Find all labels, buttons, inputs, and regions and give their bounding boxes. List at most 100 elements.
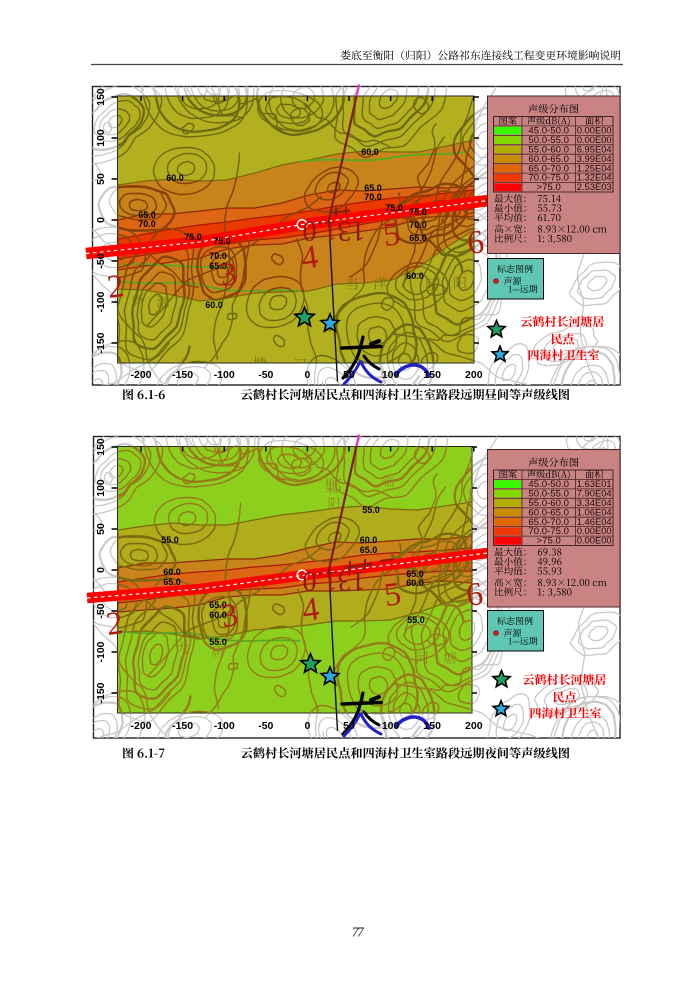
svg-text:65.0: 65.0	[209, 261, 227, 271]
svg-text:-50: -50	[95, 253, 107, 268]
svg-text:65.0: 65.0	[406, 569, 424, 579]
svg-text:55.0: 55.0	[362, 505, 380, 515]
svg-text:2: 2	[104, 605, 125, 643]
svg-text:65.0: 65.0	[209, 600, 227, 610]
svg-text:131.0: 131.0	[303, 565, 366, 596]
svg-text:0: 0	[95, 217, 107, 223]
svg-text:65.0: 65.0	[360, 545, 378, 555]
svg-text:65.0: 65.0	[138, 210, 156, 220]
svg-text:1.06E04: 1.06E04	[577, 506, 612, 517]
svg-text:65.0: 65.0	[409, 233, 427, 243]
svg-text:65.0: 65.0	[364, 183, 382, 193]
svg-text:50.0-55.0: 50.0-55.0	[528, 489, 569, 500]
svg-text:0.00E00: 0.00E00	[577, 134, 612, 145]
svg-text:150: 150	[423, 369, 441, 381]
svg-text:200: 200	[465, 720, 483, 732]
svg-text:1.32E04: 1.32E04	[577, 172, 612, 183]
svg-text:100: 100	[95, 479, 107, 497]
svg-text:-200: -200	[130, 369, 151, 381]
svg-text:>75.0: >75.0	[537, 182, 561, 193]
svg-text:60.0: 60.0	[163, 567, 181, 577]
svg-text:55.0-60.0: 55.0-60.0	[528, 144, 569, 155]
svg-text:75.0: 75.0	[409, 207, 427, 217]
svg-text:5: 5	[381, 216, 402, 254]
svg-text:100: 100	[382, 720, 400, 732]
svg-text:75.0: 75.0	[385, 203, 403, 213]
svg-text:4: 4	[300, 591, 321, 629]
svg-text:-50: -50	[258, 720, 273, 732]
svg-text:100: 100	[382, 369, 400, 381]
svg-text:0.00E00: 0.00E00	[577, 125, 612, 136]
svg-text:150: 150	[423, 720, 441, 732]
svg-text:-100: -100	[95, 641, 107, 662]
svg-text:60.0: 60.0	[406, 578, 424, 588]
svg-text:3: 3	[219, 597, 240, 635]
svg-text:77: 77	[352, 925, 365, 940]
svg-text:3.34E04: 3.34E04	[577, 497, 612, 508]
svg-text:1.25E04: 1.25E04	[577, 162, 612, 173]
svg-text:2: 2	[105, 268, 126, 306]
svg-text:65.0-70.0: 65.0-70.0	[528, 517, 569, 528]
svg-text:-200: -200	[130, 720, 151, 732]
svg-text:50.0-55.0: 50.0-55.0	[528, 135, 569, 146]
svg-text:-50: -50	[95, 603, 107, 618]
svg-text:0: 0	[304, 720, 310, 732]
svg-text:55.0-60.0: 55.0-60.0	[528, 498, 569, 509]
svg-text:2.53E03: 2.53E03	[577, 181, 612, 192]
svg-text:60.0: 60.0	[166, 173, 184, 183]
svg-text:60.0: 60.0	[205, 300, 223, 310]
svg-text:50: 50	[343, 720, 355, 732]
svg-text:1.63E01: 1.63E01	[577, 478, 612, 489]
svg-text:60.0: 60.0	[361, 147, 379, 157]
svg-text:150: 150	[95, 88, 107, 106]
svg-text:60.0: 60.0	[209, 610, 227, 620]
svg-text:70.0: 70.0	[409, 220, 427, 230]
svg-text:-150: -150	[172, 369, 193, 381]
svg-text:55.0: 55.0	[407, 615, 425, 625]
svg-text:3.99E04: 3.99E04	[577, 153, 612, 164]
svg-text:6.95E04: 6.95E04	[577, 143, 612, 154]
svg-text:65.0-70.0: 65.0-70.0	[528, 163, 569, 174]
svg-text:7.90E04: 7.90E04	[577, 488, 612, 499]
svg-text:60.0-65.0: 60.0-65.0	[528, 154, 569, 165]
svg-text:6: 6	[465, 224, 486, 262]
svg-text:45.0-50.0: 45.0-50.0	[528, 126, 569, 137]
svg-text:70.0: 70.0	[364, 192, 382, 202]
svg-text:50: 50	[343, 369, 355, 381]
svg-text:200: 200	[465, 369, 483, 381]
svg-text:>75.0: >75.0	[537, 536, 561, 547]
svg-text:50: 50	[95, 173, 107, 185]
svg-text:5: 5	[382, 576, 403, 614]
svg-text:6: 6	[464, 576, 485, 614]
svg-text:-100: -100	[95, 291, 107, 312]
svg-text:0.00E00: 0.00E00	[577, 525, 612, 536]
svg-text:75.0: 75.0	[213, 236, 231, 246]
svg-text:55.0: 55.0	[161, 535, 179, 545]
svg-text:150: 150	[95, 438, 107, 456]
svg-text:0: 0	[304, 369, 310, 381]
svg-text:-100: -100	[214, 720, 235, 732]
svg-text:0.00E00: 0.00E00	[577, 535, 612, 546]
svg-text:70.0-75.0: 70.0-75.0	[528, 526, 569, 537]
svg-text:70.0-75.0: 70.0-75.0	[528, 173, 569, 184]
svg-text:0: 0	[95, 567, 107, 573]
svg-text:4: 4	[299, 239, 320, 277]
svg-text:-150: -150	[95, 332, 107, 353]
svg-text:-150: -150	[172, 720, 193, 732]
svg-text:3: 3	[218, 256, 239, 294]
svg-text:70.0: 70.0	[209, 251, 227, 261]
svg-text:75.0: 75.0	[184, 232, 202, 242]
svg-text:100: 100	[95, 129, 107, 147]
svg-text:60.0: 60.0	[360, 535, 378, 545]
svg-text:45.0-50.0: 45.0-50.0	[528, 479, 569, 490]
svg-text:-100: -100	[214, 369, 235, 381]
svg-text:55.0: 55.0	[209, 637, 227, 647]
svg-text:65.0: 65.0	[163, 577, 181, 587]
svg-text:70.0: 70.0	[138, 219, 156, 229]
svg-text:60.0: 60.0	[406, 271, 424, 281]
svg-text:60.0-65.0: 60.0-65.0	[528, 507, 569, 518]
svg-text:-150: -150	[95, 682, 107, 703]
svg-text:1.46E04: 1.46E04	[577, 516, 612, 527]
svg-text:131.0: 131.0	[303, 215, 366, 246]
svg-text:50: 50	[95, 523, 107, 535]
